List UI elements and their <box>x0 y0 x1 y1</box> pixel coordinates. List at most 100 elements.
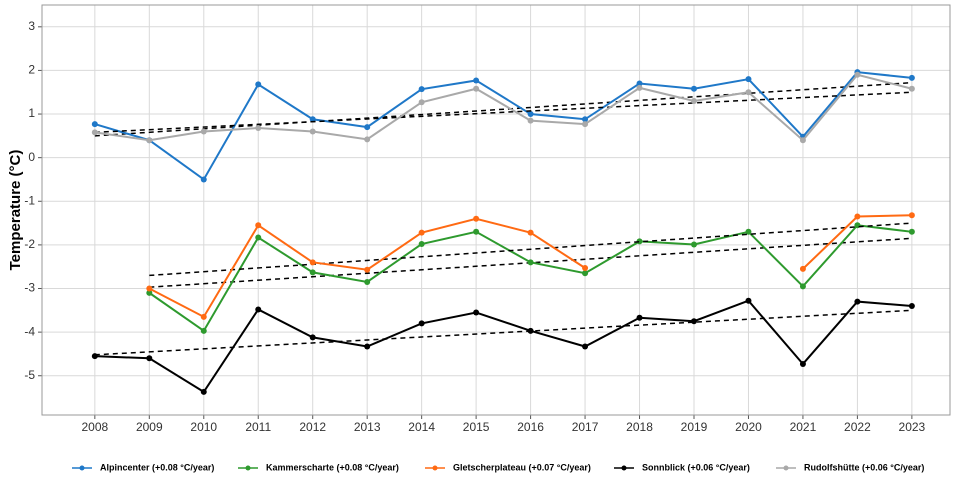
data-point <box>418 99 425 106</box>
y-tick-label: -2 <box>24 237 35 251</box>
data-point <box>200 388 207 395</box>
data-point <box>364 124 371 131</box>
data-point <box>745 89 752 96</box>
data-point <box>908 85 915 92</box>
data-point <box>636 84 643 91</box>
data-point <box>527 259 534 266</box>
legend-label: Gletscherplateau (+0.07 °C/year) <box>453 462 591 472</box>
legend-swatch <box>245 465 251 471</box>
trend-line <box>94 91 912 134</box>
trend-line <box>94 309 912 356</box>
legend: Alpincenter (+0.08 °C/year) Kammerscharte… <box>72 462 924 472</box>
data-point <box>146 289 153 296</box>
data-point <box>582 121 589 128</box>
data-point <box>200 128 207 135</box>
x-tick-label: 2016 <box>517 420 544 434</box>
data-point <box>309 128 316 135</box>
x-tick-label: 2010 <box>190 420 217 434</box>
data-point <box>255 306 262 313</box>
data-point <box>200 327 207 334</box>
data-point <box>255 222 262 229</box>
data-point <box>690 318 697 325</box>
data-point <box>200 176 207 183</box>
data-point <box>473 309 480 316</box>
x-tick-label: 2021 <box>790 420 817 434</box>
data-point <box>582 270 589 277</box>
data-point <box>527 327 534 334</box>
data-point <box>146 355 153 362</box>
data-point <box>309 116 316 123</box>
x-tick-label: 2017 <box>572 420 599 434</box>
x-tick-label: 2023 <box>899 420 926 434</box>
data-point <box>636 238 643 245</box>
data-point <box>473 85 480 92</box>
data-point <box>364 136 371 143</box>
data-point <box>418 229 425 236</box>
data-point <box>527 117 534 124</box>
trend-line <box>94 81 912 137</box>
x-tick-label: 2015 <box>463 420 490 434</box>
legend-swatch <box>621 465 627 471</box>
data-point <box>582 265 589 272</box>
data-point <box>908 74 915 81</box>
x-tick-label: 2014 <box>408 420 435 434</box>
series-line <box>94 299 912 394</box>
x-tick-label: 2022 <box>844 420 871 434</box>
data-point <box>91 121 98 128</box>
x-tick-label: 2018 <box>626 420 653 434</box>
data-point <box>364 278 371 285</box>
data-point <box>527 229 534 236</box>
data-point <box>418 86 425 93</box>
x-tick-label: 2020 <box>735 420 762 434</box>
data-point <box>364 343 371 350</box>
data-point <box>908 302 915 309</box>
y-axis-title: Temperature (°C) <box>7 150 24 271</box>
data-point <box>255 125 262 131</box>
x-tick-label: 2012 <box>299 420 326 434</box>
data-point <box>473 77 480 84</box>
data-point <box>690 85 697 92</box>
data-point <box>255 234 262 241</box>
y-tick-label: -4 <box>24 324 35 338</box>
legend-label: Kammerscharte (+0.08 °C/year) <box>266 462 399 472</box>
series-line <box>94 71 912 181</box>
x-tick-label: 2011 <box>245 420 271 434</box>
panel-border <box>41 4 951 416</box>
data-point <box>200 313 207 320</box>
data-point <box>908 228 915 235</box>
data-point <box>527 111 534 118</box>
y-tick-label: 0 <box>28 150 35 164</box>
data-point <box>418 241 425 248</box>
legend-label: Sonnblick (+0.06 °C/year) <box>642 462 750 472</box>
legend-label: Alpincenter (+0.08 °C/year) <box>100 462 214 472</box>
data-point <box>255 81 262 88</box>
data-point <box>309 269 316 276</box>
x-tick-label: 2008 <box>81 420 108 434</box>
data-point <box>146 137 153 144</box>
data-point <box>854 213 861 220</box>
data-point <box>473 228 480 235</box>
data-point <box>799 137 806 144</box>
data-point <box>745 297 752 304</box>
data-point <box>745 228 752 235</box>
data-point <box>636 314 643 321</box>
y-tick-label: -5 <box>24 368 35 382</box>
legend-swatch <box>432 465 438 471</box>
data-point <box>854 71 861 78</box>
data-point <box>799 360 806 367</box>
data-point <box>91 129 98 136</box>
data-point <box>582 343 589 350</box>
y-tick-label: 3 <box>28 19 35 33</box>
y-tick-label: -1 <box>24 193 35 207</box>
data-point <box>908 212 915 219</box>
y-tick-label: 1 <box>28 106 35 120</box>
data-point <box>636 80 643 87</box>
x-tick-label: 2019 <box>681 420 708 434</box>
data-point <box>690 97 697 104</box>
y-tick-label: 2 <box>28 63 35 77</box>
legend-swatch <box>79 465 85 471</box>
data-point <box>91 353 98 360</box>
data-point <box>745 76 752 83</box>
data-point <box>364 266 371 273</box>
data-point <box>146 285 153 292</box>
